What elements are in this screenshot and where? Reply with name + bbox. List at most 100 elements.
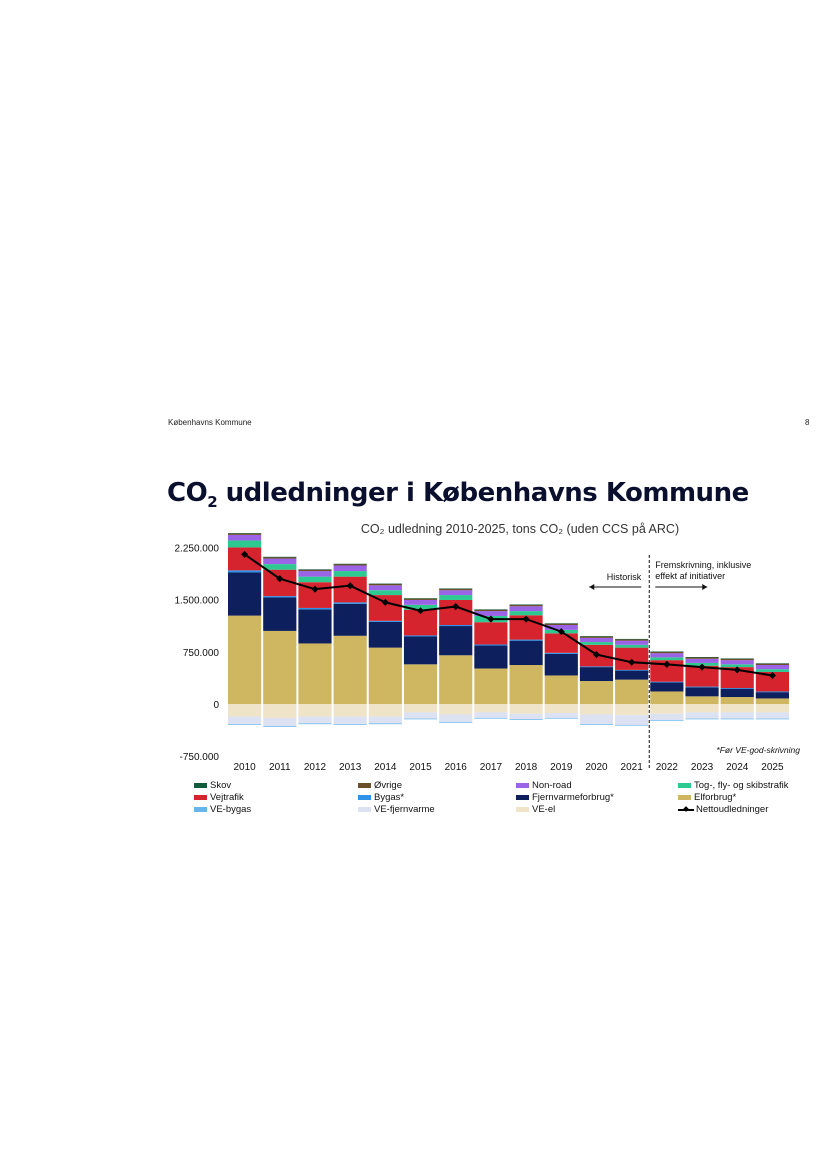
legend-swatch: [678, 783, 691, 788]
bar-segment: [615, 670, 649, 680]
bar-segment: [544, 675, 578, 704]
x-tick-label: 2019: [550, 762, 573, 773]
net-line-point: [241, 550, 249, 558]
bar-segment: [263, 558, 297, 565]
historisk-arrow-head: [589, 584, 595, 590]
bar-segment: [474, 712, 508, 718]
page-title: CO2 udledninger i Københavns Kommune: [167, 478, 750, 511]
bar-segment: [755, 671, 789, 692]
bar-segment: [650, 691, 684, 704]
legend-item: VE-el: [516, 804, 555, 815]
bar-segment: [403, 598, 438, 600]
bar-segment: [720, 658, 754, 661]
net-line-point: [381, 598, 389, 606]
legend-label: VE-bygas: [210, 804, 252, 815]
page-number: 8: [805, 418, 810, 427]
legend-label: Elforbrug*: [694, 792, 737, 803]
bar-segment: [263, 557, 297, 559]
bar-segment: [579, 637, 614, 643]
bar-segment: [579, 681, 614, 704]
bar-segment: [544, 713, 578, 718]
bar-segment: [439, 588, 473, 591]
bar-segment: [755, 663, 789, 666]
bar-segment: [509, 719, 543, 721]
bar-segment: [263, 564, 297, 570]
x-tick-label: 2013: [339, 762, 362, 773]
bar-segment: [720, 660, 754, 665]
bar-segment: [544, 704, 578, 714]
bar-segment: [403, 664, 438, 704]
bar-segment: [333, 563, 367, 565]
legend-swatch: [516, 795, 529, 800]
bar-segment: [403, 635, 438, 637]
x-tick-label: 2011: [269, 762, 291, 773]
bar-segment: [650, 651, 684, 654]
net-line-point: [452, 603, 460, 611]
legend-item: Nettoudledninger: [678, 804, 768, 815]
legend-item: Bygas*: [358, 792, 404, 803]
net-line-point: [592, 651, 601, 659]
y-axis: 2.250.000 1.500.000 750.000 0 -750.000: [175, 543, 220, 763]
bar-segment: [298, 576, 332, 583]
bar-segment: [298, 723, 332, 725]
page-title-rest: udledninger i Københavns Kommune: [217, 478, 750, 508]
bar-segment: [685, 657, 719, 658]
bar-segment: [755, 691, 789, 693]
bar-segment: [368, 647, 402, 704]
historisk-label: Historisk: [607, 572, 642, 582]
bar-segment: [579, 636, 614, 638]
net-line-point: [416, 607, 425, 615]
legend-item: Non-road: [516, 780, 572, 791]
legend-item: Øvrige: [358, 780, 402, 791]
footnote: *Før VE-god-skrivning: [716, 745, 800, 755]
bar-segment: [579, 636, 614, 637]
bar-segment: [368, 620, 402, 622]
bar-segment: [403, 704, 438, 713]
bar-segment: [615, 639, 649, 641]
net-line-point: [522, 615, 530, 623]
x-tick-label: 2017: [480, 762, 503, 773]
legend-label: Bygas*: [374, 792, 405, 803]
bar-segment: [720, 697, 754, 704]
bar-segment: [685, 657, 719, 659]
legend-item: Elforbrug*: [678, 792, 736, 803]
bar-segment: [579, 667, 614, 682]
bar-segment: [368, 585, 402, 591]
x-tick-label: 2024: [726, 762, 749, 773]
legend-label: Øvrige: [374, 780, 402, 791]
bar-segment: [650, 713, 684, 721]
bar-segment: [333, 716, 367, 725]
legend-item: Fjernvarmeforbrug*: [516, 792, 614, 803]
bar-segment: [439, 588, 473, 589]
bar-segment: [228, 540, 262, 548]
bar-segment: [685, 665, 719, 687]
bar-segment: [368, 590, 402, 596]
forecast-label-2: effekt af initiativer: [655, 571, 725, 581]
bar-segment: [474, 644, 508, 646]
bar-segment: [509, 606, 543, 612]
bar-segment: [474, 609, 508, 610]
bar-segment: [720, 687, 754, 689]
bar-segment: [650, 651, 684, 652]
bar-segment: [720, 667, 754, 688]
bar-segment: [368, 704, 402, 717]
bar-segment: [439, 595, 473, 600]
bar-segment: [544, 633, 578, 653]
x-tick-label: 2012: [304, 762, 327, 773]
bar-segment: [474, 704, 508, 713]
x-tick-label: 2021: [621, 762, 644, 773]
forecast-arrow-head: [702, 584, 708, 590]
net-line-point: [663, 660, 671, 668]
bar-segment: [368, 723, 402, 725]
x-tick-label: 2023: [691, 762, 714, 773]
net-line-point: [276, 575, 284, 583]
y-tick-label: 2.250.000: [175, 543, 220, 554]
bar-segment: [755, 665, 789, 670]
y-tick-label: -750.000: [180, 752, 220, 763]
bar-segment: [615, 724, 649, 726]
forecast-label-1: Fremskrivning, inklusive: [655, 560, 751, 570]
legend-label: Tog-, fly- og skibstrafik: [694, 780, 789, 791]
bar-segment: [685, 687, 719, 697]
bar-segment: [579, 666, 614, 668]
